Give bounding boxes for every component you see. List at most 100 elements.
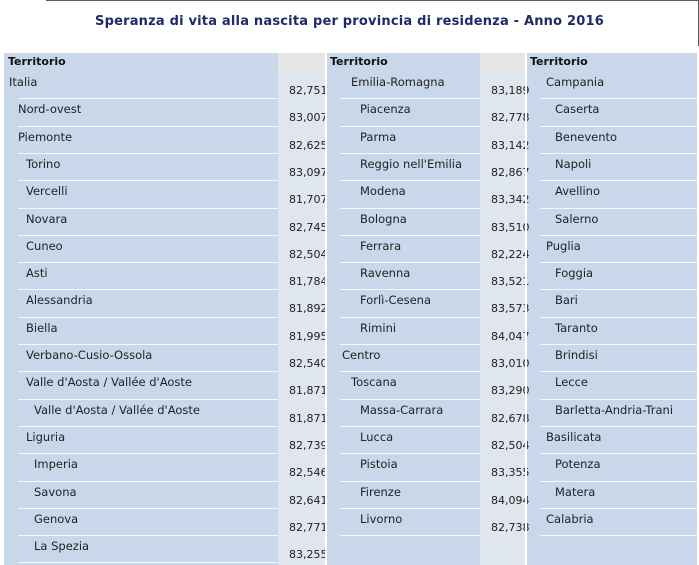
row-divider	[18, 234, 278, 236]
column-separator	[525, 53, 527, 565]
row-divider	[540, 152, 697, 154]
territory-name: Foggia	[555, 266, 594, 281]
table-row: Alessandria 81,892	[4, 290, 328, 317]
table-row: Biella 81,995	[4, 318, 328, 345]
table-row: Emilia-Romagna 83,189	[326, 72, 530, 99]
life-expectancy-value: 82,504	[289, 247, 328, 261]
life-expectancy-value: 82,641	[289, 493, 328, 507]
life-expectancy-value: 82,771	[289, 520, 328, 534]
column-header-territorio: Territorio	[530, 55, 588, 68]
row-divider	[18, 98, 278, 100]
table-row: Salerno	[526, 209, 697, 236]
row-divider	[18, 262, 278, 264]
table-row: Italia 82,751	[4, 72, 328, 99]
territory-name: Imperia	[34, 457, 78, 472]
row-divider	[340, 152, 480, 154]
territory-name: Taranto	[555, 320, 598, 335]
table-row: Basilicata	[526, 427, 697, 454]
table-row: Centro 83,010	[326, 345, 530, 372]
table-row: Vercelli 81,707	[4, 181, 328, 208]
table-row: Calabria	[526, 509, 697, 536]
territory-name: Livorno	[360, 511, 403, 526]
table-row: Torino 83,097	[4, 154, 328, 181]
row-divider	[18, 398, 278, 400]
territory-name: Italia	[9, 75, 38, 89]
row-divider	[18, 289, 278, 291]
life-expectancy-value: 83,189	[491, 84, 530, 97]
territory-name: Centro	[342, 348, 381, 362]
territory-name: Ravenna	[360, 266, 411, 281]
table-row: Campania	[526, 72, 697, 99]
table-row: Novara 82,745	[4, 209, 328, 236]
table-row: Forlì-Cesena 83,573	[326, 290, 530, 317]
life-expectancy-value: 83,097	[289, 165, 328, 179]
table-row: Taranto	[526, 318, 697, 345]
life-expectancy-value: 82,678	[491, 411, 530, 425]
column-header-territorio: Territorio	[330, 55, 388, 68]
row-divider	[18, 344, 278, 345]
table-row: Massa-Carrara 82,678	[326, 400, 530, 427]
frame-top-border	[46, 0, 699, 1]
row-divider	[340, 398, 480, 400]
territory-name: La Spezia	[34, 539, 90, 554]
row-divider	[340, 262, 480, 264]
table-row: Parma 83,142	[326, 127, 530, 154]
table-row: Lucca 82,504	[326, 427, 530, 454]
territory-name: Valle d'Aosta / Vallée d'Aoste	[34, 402, 200, 417]
life-expectancy-value: 83,342	[491, 193, 530, 207]
territory-name: Liguria	[26, 429, 66, 444]
table-row: Lecce	[526, 372, 697, 399]
row-divider	[340, 289, 480, 291]
life-expectancy-value: 83,573	[491, 302, 530, 316]
row-divider	[18, 507, 278, 509]
row-divider	[540, 180, 697, 182]
row-divider	[340, 453, 480, 455]
territory-name: Novara	[26, 211, 68, 226]
table-row: Bari	[526, 290, 697, 317]
life-expectancy-value: 83,010	[491, 357, 530, 370]
page-title: Speranza di vita alla nascita per provin…	[95, 14, 604, 29]
territory-name: Asti	[26, 266, 48, 281]
value-column-header	[480, 53, 526, 72]
territory-name: Bari	[555, 293, 578, 308]
row-divider	[340, 316, 480, 318]
life-expectancy-value: 81,707	[289, 193, 328, 207]
table-row: Matera	[526, 482, 697, 509]
territory-name: Valle d'Aosta / Vallée d'Aoste	[26, 375, 192, 390]
row-divider	[340, 425, 480, 427]
row-divider	[540, 425, 697, 427]
table-row: Puglia	[526, 236, 697, 263]
row-divider	[340, 98, 480, 100]
territory-name: Piemonte	[18, 129, 73, 144]
life-expectancy-value: 82,504	[491, 438, 530, 452]
table-row: Ravenna 83,521	[326, 263, 530, 290]
territory-name: Forlì-Cesena	[360, 293, 432, 308]
row-divider	[18, 207, 278, 209]
territory-name: Genova	[34, 511, 79, 526]
row-divider	[540, 234, 697, 236]
life-expectancy-value: 82,738	[491, 520, 530, 534]
row-divider	[18, 371, 278, 373]
territory-name: Torino	[26, 156, 61, 171]
row-divider	[18, 425, 278, 427]
territory-name: Savona	[34, 484, 77, 499]
table-row: Savona 82,641	[4, 482, 328, 509]
territory-name: Cuneo	[26, 238, 63, 253]
life-expectancy-value: 82,625	[289, 138, 328, 152]
row-divider	[18, 316, 278, 318]
life-expectancy-value: 81,871	[289, 411, 328, 425]
row-divider	[540, 262, 697, 264]
table-row: Verbano-Cusio-Ossola 82,540	[4, 345, 328, 372]
territory-name: Verbano-Cusio-Ossola	[26, 348, 153, 362]
territory-name: Calabria	[546, 511, 594, 526]
territory-name: Campania	[546, 75, 605, 89]
table-row: Asti 81,784	[4, 263, 328, 290]
territory-name: Reggio nell'Emilia	[360, 156, 463, 171]
row-divider	[340, 180, 480, 182]
life-expectancy-value: 83,355	[491, 466, 530, 480]
row-divider	[540, 98, 697, 100]
territory-name: Parma	[360, 129, 397, 144]
table-row: Bologna 83,510	[326, 209, 530, 236]
row-divider	[540, 207, 697, 209]
life-expectancy-value: 83,510	[491, 220, 530, 234]
